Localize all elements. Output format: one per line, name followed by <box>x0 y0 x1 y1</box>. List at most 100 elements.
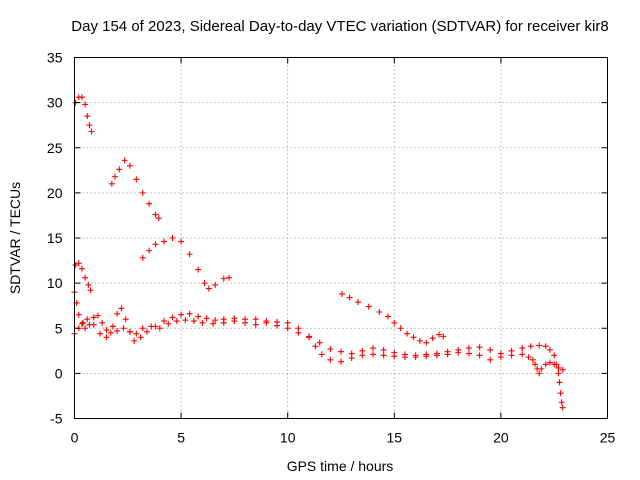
data-point <box>416 337 423 344</box>
data-point <box>327 356 334 363</box>
y-tick-label: -5 <box>50 411 63 427</box>
data-point <box>327 346 334 353</box>
data-point <box>220 275 227 282</box>
data-point <box>391 353 398 360</box>
series-arc-d <box>72 260 94 294</box>
data-point <box>226 274 233 281</box>
data-point <box>369 351 376 358</box>
data-point <box>551 361 558 368</box>
data-point <box>173 318 180 325</box>
series-arc-g <box>339 290 447 346</box>
data-point <box>444 351 451 358</box>
axis-ticks: 0 5 10 15 20 25 -5 0 5 10 15 20 25 30 35 <box>47 50 616 446</box>
data-point <box>476 344 483 351</box>
series-arc-f <box>71 305 566 377</box>
data-point <box>114 310 121 317</box>
data-point <box>169 235 176 241</box>
data-point <box>536 370 543 377</box>
data-point <box>559 366 566 373</box>
data-point <box>436 331 443 338</box>
data-point <box>120 325 127 332</box>
data-point <box>465 350 472 357</box>
data-point <box>126 328 133 335</box>
data-point <box>252 321 259 328</box>
data-point <box>538 365 545 372</box>
data-point <box>86 122 93 129</box>
data-point <box>433 352 440 359</box>
x-tick-label: 10 <box>280 430 296 446</box>
y-tick-label: 30 <box>47 95 63 111</box>
data-point <box>118 305 125 312</box>
data-point <box>220 316 227 323</box>
data-point <box>152 241 159 248</box>
data-point <box>146 200 153 207</box>
data-point <box>231 315 238 322</box>
data-point <box>94 312 101 319</box>
data-point <box>195 313 202 320</box>
y-tick-label: 5 <box>55 320 63 336</box>
data-point <box>355 299 362 306</box>
x-axis-label: GPS time / hours <box>287 458 394 474</box>
data-point <box>558 399 565 406</box>
data-point <box>316 339 323 346</box>
data-point <box>555 370 562 377</box>
data-point <box>359 352 366 359</box>
data-point <box>476 352 483 359</box>
y-tick-label: 35 <box>47 50 63 66</box>
data-point <box>546 359 553 366</box>
data-point <box>87 287 94 294</box>
data-point <box>369 345 376 352</box>
data-point <box>80 319 87 326</box>
data-point <box>178 238 185 245</box>
data-point <box>397 325 404 332</box>
data-point <box>116 166 123 173</box>
x-tick-label: 0 <box>71 430 79 446</box>
data-point <box>338 358 344 365</box>
data-points <box>71 94 566 411</box>
series-arc-a <box>72 94 95 135</box>
series-arc-e <box>71 289 566 411</box>
data-point <box>487 356 494 363</box>
data-point <box>212 317 219 324</box>
data-point <box>429 335 436 342</box>
data-point <box>139 325 146 332</box>
data-point <box>143 328 150 335</box>
data-point <box>97 330 104 337</box>
data-point <box>161 318 168 325</box>
data-point <box>295 325 302 332</box>
data-point <box>178 311 185 318</box>
data-point <box>72 262 79 269</box>
data-point <box>161 238 168 245</box>
data-point <box>107 329 114 336</box>
data-point <box>84 113 91 120</box>
data-point <box>75 260 82 267</box>
data-point <box>212 281 219 288</box>
data-point <box>152 211 159 218</box>
data-point <box>146 247 153 254</box>
data-point <box>536 342 543 349</box>
data-point <box>376 309 383 316</box>
data-point <box>401 354 408 361</box>
data-point <box>542 361 549 368</box>
x-tick-label: 5 <box>177 430 185 446</box>
data-point <box>559 404 566 411</box>
data-point <box>195 266 202 273</box>
data-point <box>404 330 411 337</box>
data-point <box>338 348 344 355</box>
data-point <box>85 281 92 288</box>
data-point <box>109 323 116 330</box>
y-tick-label: 0 <box>55 365 63 381</box>
data-point <box>182 317 189 324</box>
data-point <box>156 325 163 332</box>
data-point <box>88 128 95 135</box>
data-point <box>557 390 564 397</box>
data-point <box>348 355 355 362</box>
data-point <box>487 346 494 353</box>
data-point <box>527 343 534 350</box>
data-point <box>78 320 85 327</box>
data-point <box>312 343 319 350</box>
data-point <box>410 334 417 341</box>
y-tick-label: 10 <box>47 275 63 291</box>
data-point <box>380 352 387 359</box>
